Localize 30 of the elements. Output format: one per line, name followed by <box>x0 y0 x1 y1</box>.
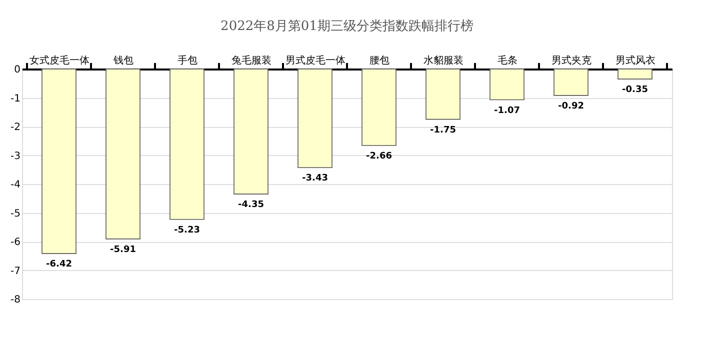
y-tick-label: -1 <box>10 93 20 104</box>
x-tick-label: 男式风衣 <box>616 54 656 66</box>
x-tick-label: 毛条 <box>498 54 518 66</box>
data-label: -0.35 <box>622 85 648 96</box>
chart-title: 2022年8月第01期三级分类指数跌幅排行榜 <box>220 19 474 34</box>
y-tick-label: 0 <box>14 64 20 76</box>
data-label: -3.43 <box>302 174 328 184</box>
data-label: -1.07 <box>494 106 520 116</box>
x-tick-label: 兔毛服装 <box>232 54 272 66</box>
x-tick-label: 手包 <box>178 54 198 66</box>
y-tick-label: -8 <box>10 294 20 306</box>
data-label: -6.42 <box>46 260 72 270</box>
x-tick-label: 男式夹克 <box>552 54 592 66</box>
y-tick-label: -2 <box>10 122 20 133</box>
y-tick-label: -4 <box>10 180 20 190</box>
x-tick-label: 腰包 <box>370 54 390 66</box>
x-tick-label: 水貂服装 <box>424 54 464 66</box>
y-tick-label: -7 <box>10 266 20 277</box>
data-label: -5.23 <box>174 225 200 236</box>
data-label: -4.35 <box>238 200 264 210</box>
data-label: -1.75 <box>430 125 456 136</box>
x-tick-label: 男式皮毛一体 <box>286 54 346 66</box>
x-tick-label: 女式皮毛一体 <box>30 54 90 66</box>
data-label: -2.66 <box>366 151 392 162</box>
y-tick-label: -3 <box>10 150 20 162</box>
y-tick-label: -6 <box>10 237 20 248</box>
data-label: -5.91 <box>110 244 136 255</box>
y-tick-label: -5 <box>10 208 20 220</box>
x-tick-label: 钱包 <box>112 54 134 66</box>
data-label: -0.92 <box>558 101 584 112</box>
